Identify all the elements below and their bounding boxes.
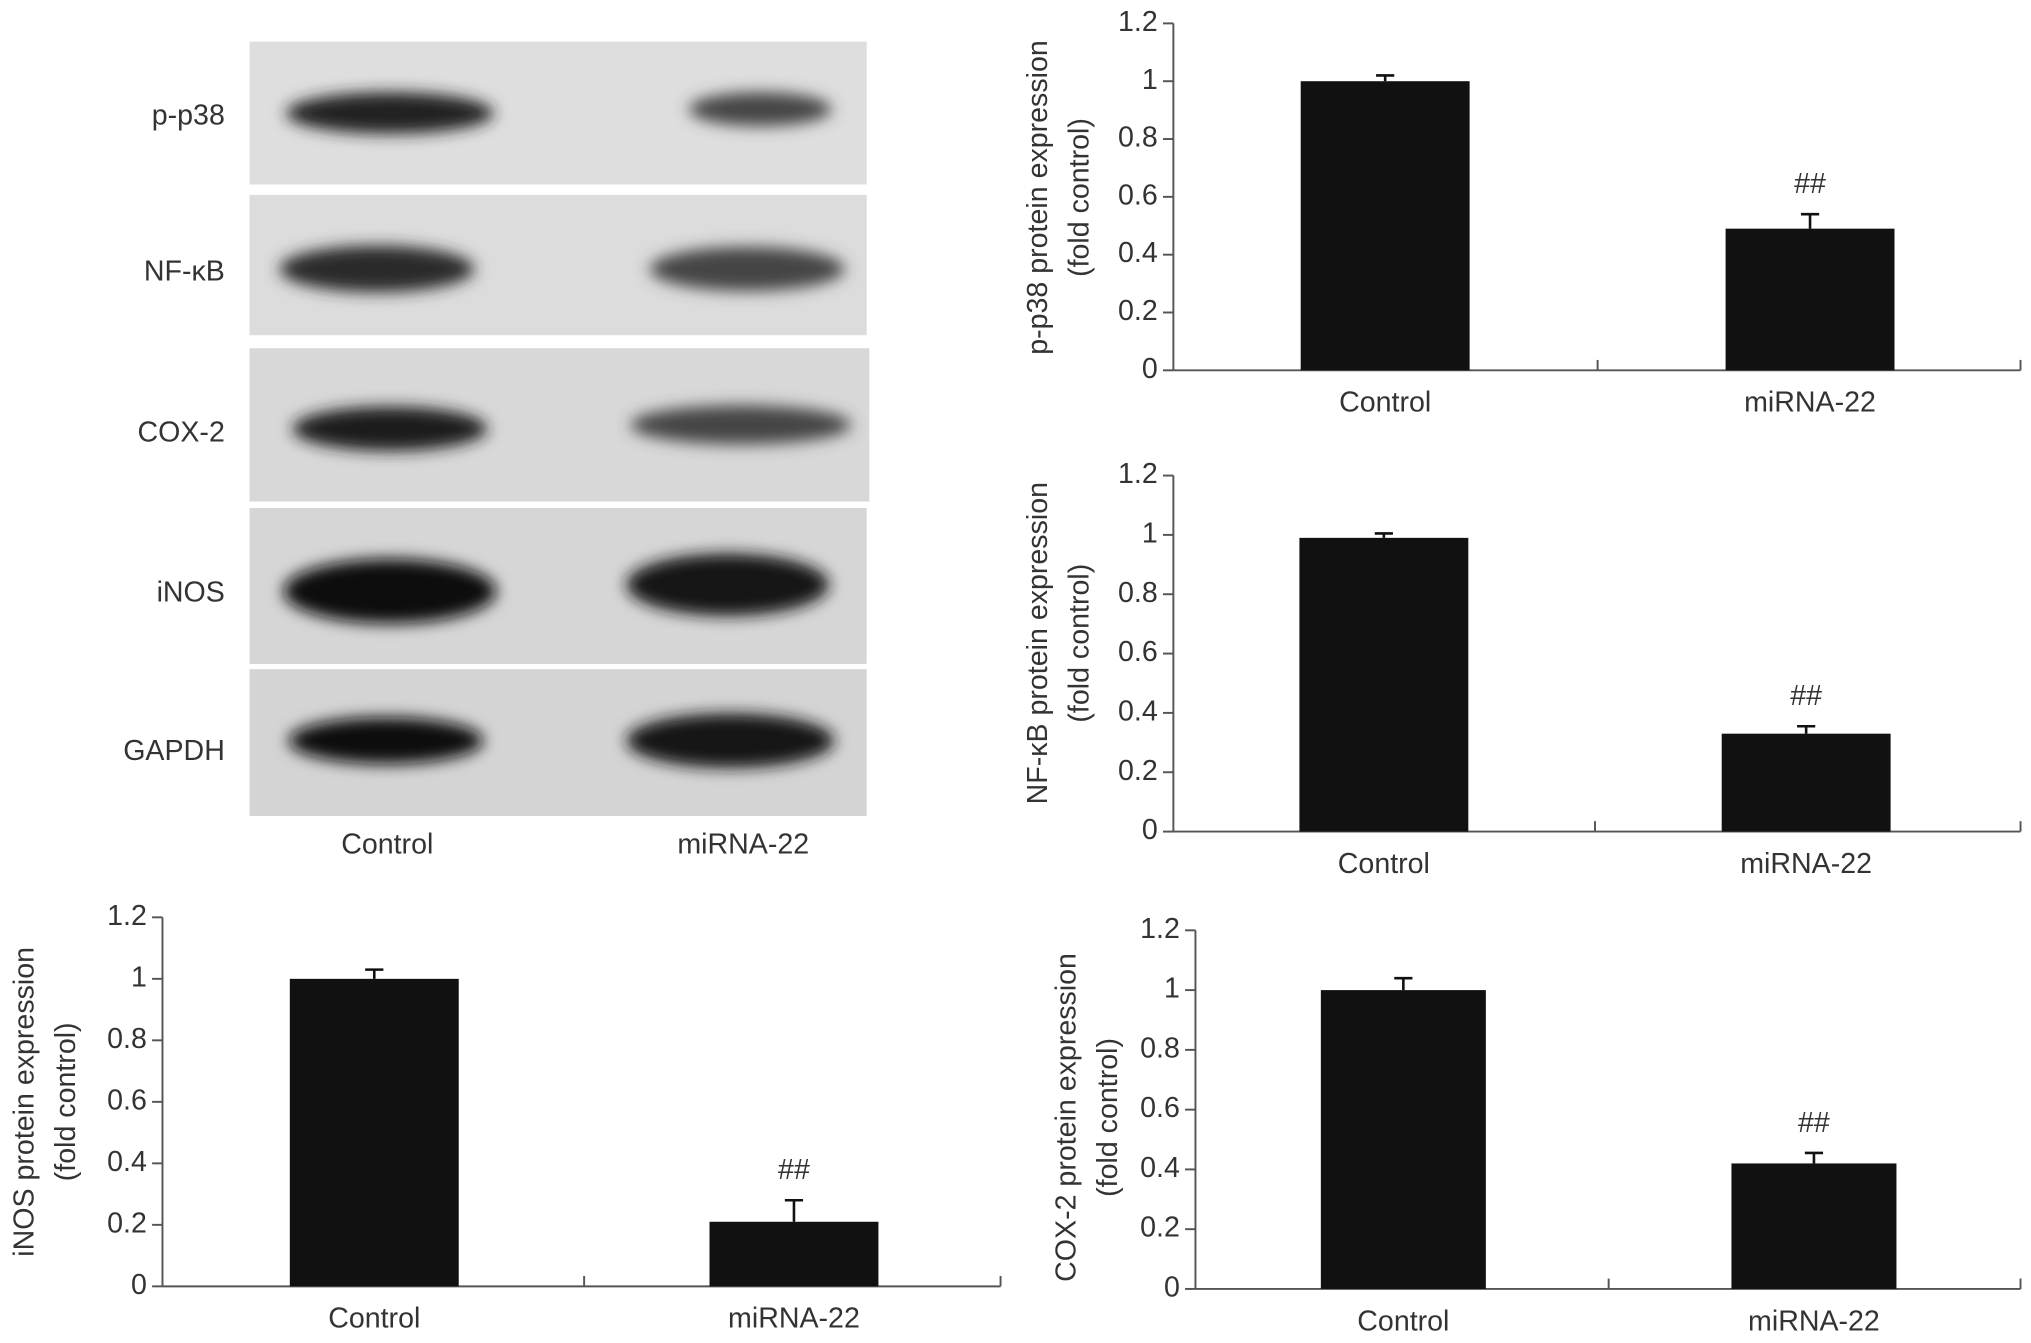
- blot-row-label: p-p38: [152, 99, 225, 131]
- bar-chart: 0 0.2 0.4 0.6 0.8 1 1.2 iNOS protein expression…: [9, 900, 1002, 1335]
- y-tick-label: 0.6: [1140, 1092, 1180, 1124]
- blot-row-label: COX-2: [138, 417, 225, 449]
- x-tick-label: Control: [328, 1303, 420, 1335]
- bar: [1721, 733, 1891, 832]
- bar-chart: 0 0.2 0.4 0.6 0.8 1 1.2 p-p38 protein expressio…: [1022, 6, 2022, 419]
- x-tick-label: miRNA-22: [728, 1303, 860, 1335]
- bar: [289, 978, 459, 1287]
- annotation: ##: [778, 1154, 810, 1186]
- y-tick-label: 0: [1142, 814, 1158, 846]
- y-tick-label: 0.4: [1118, 695, 1158, 727]
- x-tick-label: miRNA-22: [1744, 387, 1876, 419]
- y-axis-label: (fold control): [1064, 118, 1096, 277]
- band: [283, 558, 497, 624]
- y-tick-label: 0: [1142, 353, 1158, 385]
- blot-row-label: iNOS: [157, 576, 225, 608]
- x-tick-label: miRNA-22: [1748, 1305, 1880, 1337]
- y-tick-label: 0.6: [107, 1084, 147, 1116]
- blot-row-label: GAPDH: [123, 735, 225, 767]
- bar-chart: 0 0.2 0.4 0.6 0.8 1 1.2 NF-κB protein expressio…: [1022, 458, 2022, 880]
- annotation: ##: [1790, 680, 1822, 712]
- y-tick-label: 0.2: [1118, 295, 1158, 327]
- bar: [1725, 228, 1895, 371]
- x-tick-label: Control: [1338, 848, 1430, 880]
- band: [292, 406, 488, 451]
- y-tick-label: 0.8: [1118, 122, 1158, 154]
- y-tick-label: 0.2: [107, 1207, 147, 1239]
- band: [626, 713, 835, 768]
- error-bar: [1374, 532, 1393, 538]
- annotation: ##: [1798, 1107, 1830, 1139]
- blot-row-label: NF-κB: [144, 255, 225, 287]
- bar: [1320, 990, 1486, 1289]
- bar: [1299, 537, 1469, 832]
- error-bar: [1394, 976, 1413, 991]
- blot-lane-label: miRNA-22: [677, 828, 809, 860]
- error-bar: [365, 968, 384, 979]
- y-tick-label: 0.6: [1118, 179, 1158, 211]
- y-axis-label: (fold control): [1064, 564, 1096, 723]
- band: [649, 246, 845, 292]
- band: [285, 92, 494, 134]
- y-tick-label: 0: [1164, 1271, 1180, 1303]
- y-tick-label: 0: [131, 1269, 147, 1301]
- bar: [1300, 81, 1470, 371]
- y-tick-label: 0.4: [1140, 1152, 1180, 1184]
- band: [288, 717, 484, 765]
- bar: [709, 1221, 879, 1287]
- y-tick-label: 1.2: [1140, 913, 1180, 945]
- y-tick-label: 1: [1142, 64, 1158, 96]
- y-axis-label: iNOS protein expression: [9, 947, 41, 1257]
- annotation: ##: [1794, 168, 1826, 200]
- error-bar: [1797, 724, 1816, 734]
- band: [279, 245, 475, 293]
- x-tick-label: Control: [1357, 1305, 1449, 1337]
- error-bar: [1804, 1151, 1824, 1164]
- y-tick-label: 1.2: [1118, 6, 1158, 38]
- y-axis-label: NF-κB protein expression: [1022, 482, 1054, 804]
- band: [626, 553, 830, 616]
- y-tick-label: 0.8: [107, 1023, 147, 1055]
- y-tick-label: 1: [131, 961, 147, 993]
- band: [630, 405, 852, 445]
- y-tick-label: 0.8: [1118, 577, 1158, 609]
- y-tick-label: 0.4: [1118, 237, 1158, 269]
- y-tick-label: 1: [1164, 973, 1180, 1005]
- y-tick-label: 1.2: [107, 900, 147, 932]
- y-axis-label: p-p38 protein expression: [1022, 40, 1054, 355]
- western-blot: p-p38 NF-κB COX-2 iNOS GAPDH Control miR…: [123, 41, 870, 860]
- y-tick-label: 0.4: [107, 1146, 147, 1178]
- x-tick-label: Control: [1339, 387, 1431, 419]
- y-axis-label: (fold control): [50, 1022, 82, 1181]
- y-tick-label: 1: [1142, 517, 1158, 549]
- band: [688, 92, 832, 127]
- error-bar: [1800, 212, 1820, 229]
- y-tick-label: 0.2: [1118, 755, 1158, 787]
- y-tick-label: 0.6: [1118, 636, 1158, 668]
- bar-chart: 0 0.2 0.4 0.6 0.8 1 1.2 COX-2 protein expressio…: [1051, 913, 2022, 1337]
- y-axis-label: (fold control): [1092, 1038, 1124, 1197]
- bar: [1731, 1163, 1897, 1289]
- x-tick-label: miRNA-22: [1740, 848, 1872, 880]
- error-bar: [1376, 74, 1395, 82]
- y-axis-label: COX-2 protein expression: [1051, 953, 1083, 1282]
- y-tick-label: 1.2: [1118, 458, 1158, 490]
- y-tick-label: 0.8: [1140, 1032, 1180, 1064]
- error-bar: [784, 1198, 804, 1222]
- y-tick-label: 0.2: [1140, 1212, 1180, 1244]
- blot-lane-label: Control: [341, 828, 433, 860]
